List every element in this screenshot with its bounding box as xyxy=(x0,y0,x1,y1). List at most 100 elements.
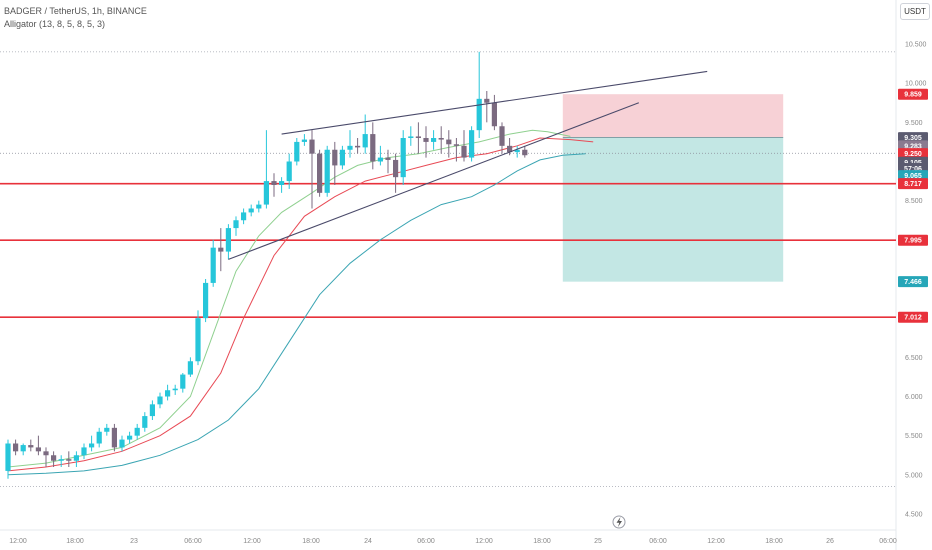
candle xyxy=(256,200,262,213)
candle-body xyxy=(187,361,193,375)
candle-body xyxy=(96,431,102,444)
price-tick-label: 6.000 xyxy=(905,394,923,401)
candle-body xyxy=(377,157,383,162)
price-tag-label: 7.012 xyxy=(904,315,922,322)
price-tag: 7.995 xyxy=(898,234,928,246)
price-tag-box xyxy=(898,234,928,246)
candle-body xyxy=(165,390,171,397)
candle xyxy=(35,435,41,456)
candle-body xyxy=(279,181,285,185)
price-tick-label: 9.500 xyxy=(905,120,923,127)
candle xyxy=(461,130,467,162)
candle-body xyxy=(127,435,133,440)
price-tick-label: 5.500 xyxy=(905,433,923,440)
candle xyxy=(81,443,87,460)
candle xyxy=(393,153,399,193)
candle-body xyxy=(233,220,239,229)
lightning-icon[interactable] xyxy=(612,515,626,529)
candle xyxy=(66,451,72,467)
candle-body xyxy=(218,247,224,252)
candle-body xyxy=(104,427,110,432)
candle-body xyxy=(58,459,64,461)
candle-body xyxy=(81,447,87,456)
price-tag-label: 9.065 xyxy=(904,173,922,180)
candle-body xyxy=(13,443,19,452)
candle-body xyxy=(309,139,315,154)
candle xyxy=(522,145,528,158)
candle xyxy=(279,177,285,193)
candle-body xyxy=(111,427,117,448)
candle-body xyxy=(332,149,338,166)
candle xyxy=(469,126,475,162)
time-tick-label: 12:00 xyxy=(707,538,725,545)
time-tick-label: 24 xyxy=(364,538,372,545)
candle xyxy=(301,134,307,146)
time-tick-label: 18:00 xyxy=(765,538,783,545)
price-tag-label: 9.305 xyxy=(904,135,922,142)
candle xyxy=(111,423,117,452)
candle-body xyxy=(73,455,79,461)
time-tick-label: 06:00 xyxy=(879,538,897,545)
lightning-icon-bolt xyxy=(616,517,622,527)
candle xyxy=(134,423,140,440)
alligator-jaw-line xyxy=(7,153,586,476)
candle xyxy=(370,122,376,170)
price-tag-label: 8.717 xyxy=(904,181,922,188)
candle xyxy=(180,373,186,393)
candle xyxy=(476,51,482,138)
candle-body xyxy=(400,138,406,178)
currency-unit-button[interactable]: USDT xyxy=(900,3,930,20)
symbol-title: BADGER / TetherUS, 1h, BINANCE xyxy=(4,6,147,16)
candle-body xyxy=(423,138,429,142)
candle xyxy=(73,451,79,467)
price-tick-label: 8.500 xyxy=(905,198,923,205)
candle xyxy=(355,138,361,154)
candle xyxy=(149,400,155,420)
candle xyxy=(385,149,391,174)
candle xyxy=(58,455,64,467)
candle-body xyxy=(241,212,247,221)
candle xyxy=(347,130,353,158)
candle xyxy=(499,122,505,154)
time-tick-label: 23 xyxy=(130,538,138,545)
candle xyxy=(218,228,224,272)
candle xyxy=(514,145,520,158)
price-tick-label: 4.500 xyxy=(905,512,923,519)
price-tag-box xyxy=(898,88,928,100)
candle-body xyxy=(210,247,216,283)
candle-body xyxy=(393,159,399,178)
candle-body xyxy=(51,455,57,461)
candle-body xyxy=(431,138,437,142)
candle xyxy=(484,91,490,123)
candle xyxy=(51,451,57,467)
time-tick-label: 26 xyxy=(826,538,834,545)
time-tick-label: 12:00 xyxy=(243,538,261,545)
price-tag-box xyxy=(898,148,928,160)
candle-body xyxy=(35,447,41,452)
price-tag-label: 9.859 xyxy=(904,92,922,99)
time-tick-label: 12:00 xyxy=(475,538,493,545)
candle xyxy=(339,145,345,170)
candle-body xyxy=(476,98,482,131)
candle xyxy=(377,145,383,166)
candle-body xyxy=(491,102,497,127)
candle-body xyxy=(225,228,231,252)
candle xyxy=(13,439,19,456)
candle-body xyxy=(195,318,201,362)
candle-body xyxy=(484,98,490,103)
candle-body xyxy=(286,161,292,182)
candle xyxy=(43,447,49,467)
price-tick-label: 5.000 xyxy=(905,472,923,479)
candle-body xyxy=(263,181,269,205)
indicator-legend[interactable]: Alligator (13, 8, 5, 8, 5, 3) xyxy=(4,19,106,29)
price-tag: 7.466 xyxy=(898,276,928,288)
candle xyxy=(263,130,269,209)
candle-body xyxy=(5,443,11,471)
candle xyxy=(423,126,429,158)
candle-body xyxy=(89,443,95,448)
candle xyxy=(142,412,148,432)
candle-body xyxy=(66,459,72,461)
price-tag-box xyxy=(898,276,928,288)
candle xyxy=(104,423,110,436)
